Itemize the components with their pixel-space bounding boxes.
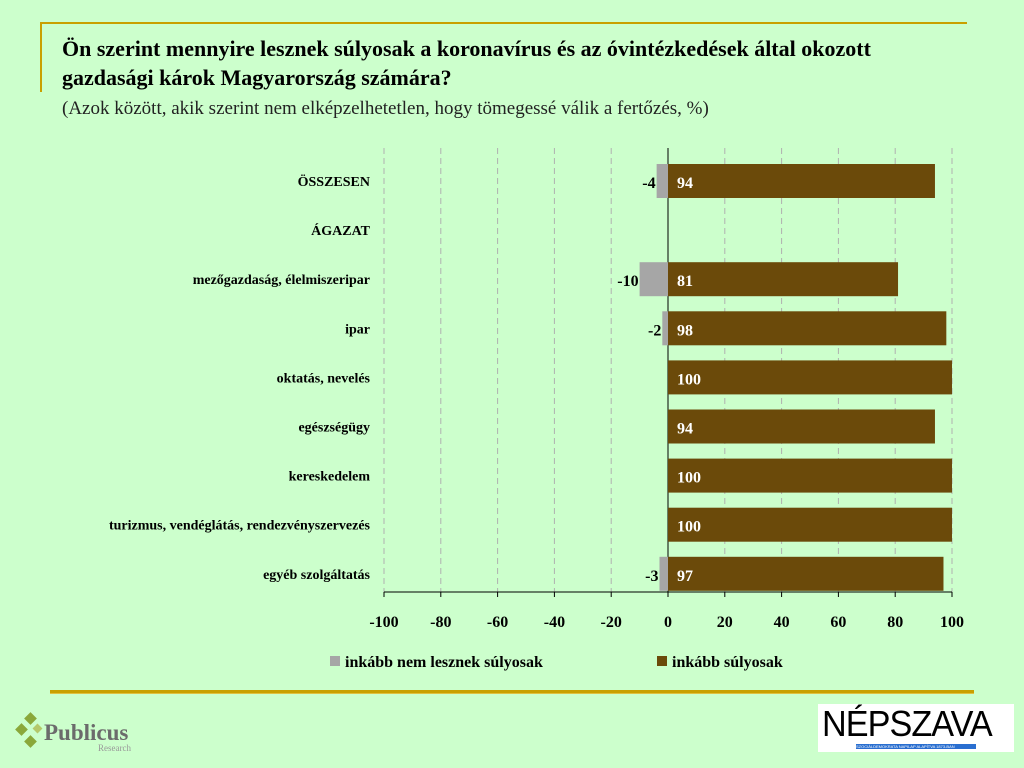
category-label: oktatás, nevelés (277, 371, 371, 386)
x-tick-label: -80 (430, 614, 451, 631)
top-rule (40, 22, 967, 24)
bar-positive (668, 360, 952, 395)
legend-label: inkább nem lesznek súlyosak (345, 654, 543, 671)
chart-subtitle: (Azok között, akik szerint nem elképzelh… (62, 98, 709, 119)
svg-text:Research: Research (98, 743, 131, 753)
category-label: egyéb szolgáltatás (263, 568, 370, 583)
publicus-diamond-icon: Publicus Research (15, 712, 131, 753)
bar-positive (668, 507, 952, 542)
bottom-rule (50, 690, 974, 694)
category-label: egészségügy (298, 421, 370, 436)
data-label-positive: 97 (677, 568, 693, 585)
data-label-positive: 100 (677, 371, 701, 388)
data-label-negative: -2 (648, 322, 661, 339)
data-label-positive: 100 (677, 470, 701, 487)
x-tick-label: 60 (830, 614, 846, 631)
bar-positive (668, 556, 944, 591)
left-rule (40, 22, 42, 92)
category-label: ÁGAZAT (311, 222, 371, 239)
x-tick-label: 20 (717, 614, 733, 631)
x-tick-label: -20 (601, 614, 622, 631)
bar-negative (656, 164, 668, 198)
data-label-positive: 98 (677, 322, 693, 339)
data-label-positive: 94 (677, 175, 693, 192)
bar-positive (668, 262, 899, 297)
bar-negative (659, 556, 668, 591)
x-tick-label: -40 (544, 614, 565, 631)
x-tick-label: -100 (369, 614, 398, 631)
chart-title: Ön szerint mennyire lesznek súlyosak a k… (62, 36, 871, 90)
data-label-positive: 94 (677, 421, 693, 438)
legend-label: inkább súlyosak (672, 654, 783, 671)
publicus-logo: Publicus Research (12, 710, 152, 760)
x-tick-label: 40 (774, 614, 790, 631)
data-label-negative: -3 (645, 568, 658, 585)
svg-text:Publicus: Publicus (44, 720, 128, 745)
legend-swatch (330, 656, 340, 666)
x-tick-label: -60 (487, 614, 508, 631)
category-label: ÖSSZESEN (298, 173, 370, 190)
bar-negative (662, 311, 668, 346)
data-label-negative: -10 (617, 273, 638, 290)
nepszava-logo: NÉPSZAVA SZOCIÁLDEMOKRATA NAPILAP ALAPÍT… (818, 704, 1014, 752)
category-label: turizmus, vendéglátás, rendezvényszervez… (109, 519, 371, 534)
bar-positive (668, 409, 935, 444)
category-label: ipar (345, 322, 370, 337)
bar-positive (668, 458, 952, 493)
data-label-positive: 81 (677, 273, 693, 290)
bar-positive (668, 164, 935, 198)
data-label-positive: 100 (677, 519, 701, 536)
category-label: kereskedelem (289, 470, 371, 485)
x-tick-label: 0 (664, 614, 672, 631)
x-tick-label: 80 (887, 614, 903, 631)
bar-negative (639, 262, 668, 297)
legend-swatch (657, 656, 667, 666)
x-tick-label: 100 (940, 614, 964, 631)
data-label-negative: -4 (642, 175, 655, 192)
bar-positive (668, 311, 947, 346)
category-label: mezőgazdaság, élelmiszeripar (193, 273, 370, 288)
